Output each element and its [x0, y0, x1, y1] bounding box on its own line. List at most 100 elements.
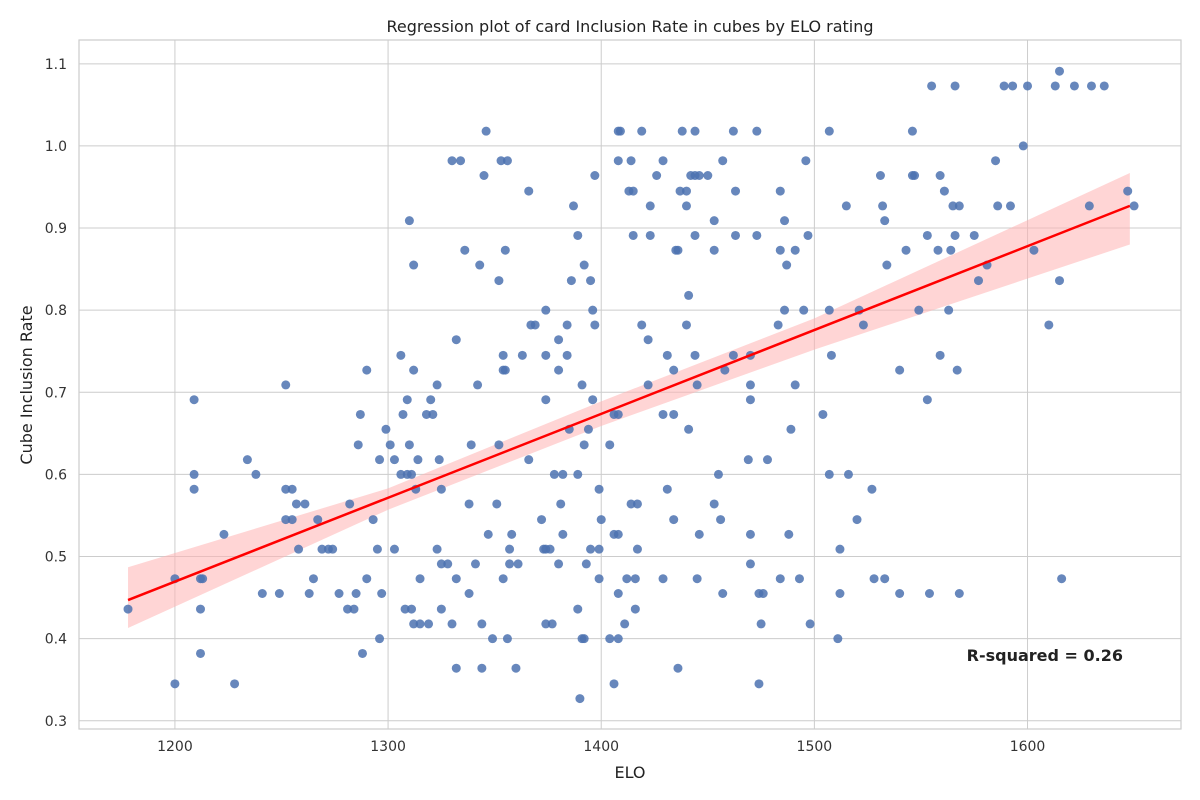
- grid: [79, 40, 1181, 729]
- data-point: [251, 469, 261, 479]
- data-point: [922, 395, 932, 405]
- data-point: [362, 365, 372, 375]
- y-tick-label: 0.4: [45, 632, 67, 648]
- data-point: [632, 544, 642, 554]
- data-point: [643, 335, 653, 345]
- data-point: [287, 484, 297, 494]
- data-point: [381, 424, 391, 434]
- data-point: [794, 574, 804, 584]
- data-point: [645, 201, 655, 211]
- data-point: [377, 588, 387, 598]
- data-point: [703, 171, 713, 181]
- data-point: [946, 245, 956, 255]
- data-point: [833, 634, 843, 644]
- data-point: [596, 515, 606, 525]
- data-point: [547, 619, 557, 629]
- data-point: [824, 305, 834, 315]
- data-point: [494, 276, 504, 286]
- data-point: [554, 559, 564, 569]
- y-tick-labels: 0.3 0.4 0.5 0.6 0.7 0.8 0.9 1.0 1.1: [45, 57, 67, 730]
- data-point: [690, 350, 700, 360]
- data-point: [790, 380, 800, 390]
- data-point: [569, 201, 579, 211]
- data-point: [479, 171, 489, 181]
- data-point: [415, 574, 425, 584]
- data-point: [189, 395, 199, 405]
- data-point: [752, 230, 762, 240]
- data-point: [924, 588, 934, 598]
- data-point: [328, 544, 338, 554]
- data-point: [622, 574, 632, 584]
- data-point: [355, 409, 365, 419]
- x-tick-label: 1400: [583, 739, 619, 755]
- x-axis-label: ELO: [614, 763, 645, 782]
- data-point: [583, 424, 593, 434]
- data-point: [1086, 81, 1096, 91]
- plot-frame: [78, 39, 1182, 730]
- data-point: [669, 365, 679, 375]
- data-point: [818, 409, 828, 419]
- data-point: [579, 634, 589, 644]
- data-point: [396, 469, 406, 479]
- data-point: [684, 290, 694, 300]
- data-point: [507, 529, 517, 539]
- x-tick-label: 1300: [370, 739, 406, 755]
- data-point: [230, 679, 240, 689]
- data-point: [709, 245, 719, 255]
- data-point: [613, 409, 623, 419]
- data-point: [123, 604, 133, 614]
- data-point: [780, 216, 790, 226]
- data-point: [588, 305, 598, 315]
- data-point: [745, 559, 755, 569]
- data-point: [933, 245, 943, 255]
- y-tick-label: 0.7: [45, 385, 67, 401]
- data-point: [281, 484, 291, 494]
- data-point: [922, 230, 932, 240]
- data-point: [914, 305, 924, 315]
- data-point: [308, 574, 318, 584]
- data-point: [466, 440, 476, 450]
- data-point: [826, 350, 836, 360]
- data-point: [242, 455, 252, 465]
- data-point: [720, 365, 730, 375]
- data-point: [385, 440, 395, 450]
- data-point: [511, 663, 521, 673]
- data-point: [505, 559, 515, 569]
- data-point: [402, 395, 412, 405]
- data-point: [835, 544, 845, 554]
- data-point: [432, 380, 442, 390]
- data-point: [935, 171, 945, 181]
- data-point: [1044, 320, 1054, 330]
- data-point: [927, 81, 937, 91]
- data-point: [537, 515, 547, 525]
- data-point: [294, 544, 304, 554]
- data-point: [541, 395, 551, 405]
- data-point: [558, 529, 568, 539]
- data-point: [974, 276, 984, 286]
- data-point: [257, 588, 267, 598]
- data-point: [613, 634, 623, 644]
- data-point: [628, 230, 638, 240]
- r-squared-annotation: R-squared = 0.26: [967, 646, 1123, 665]
- data-point: [375, 455, 385, 465]
- x-tick-labels: 1200 1300 1400 1500 1600: [157, 739, 1045, 755]
- data-point: [952, 365, 962, 375]
- data-point: [541, 619, 551, 629]
- data-point: [460, 245, 470, 255]
- data-point: [1008, 81, 1018, 91]
- data-point: [1123, 186, 1133, 196]
- data-point: [615, 126, 625, 136]
- data-point: [368, 515, 378, 525]
- data-point: [993, 201, 1003, 211]
- data-point: [274, 588, 284, 598]
- data-point: [451, 663, 461, 673]
- data-point: [409, 365, 419, 375]
- y-axis-label: Cube Inclusion Rate: [17, 305, 36, 464]
- data-point: [605, 634, 615, 644]
- y-tick-label: 0.6: [45, 467, 67, 483]
- data-point: [754, 679, 764, 689]
- data-point: [728, 126, 738, 136]
- data-point: [426, 395, 436, 405]
- data-point: [669, 515, 679, 525]
- data-point: [752, 126, 762, 136]
